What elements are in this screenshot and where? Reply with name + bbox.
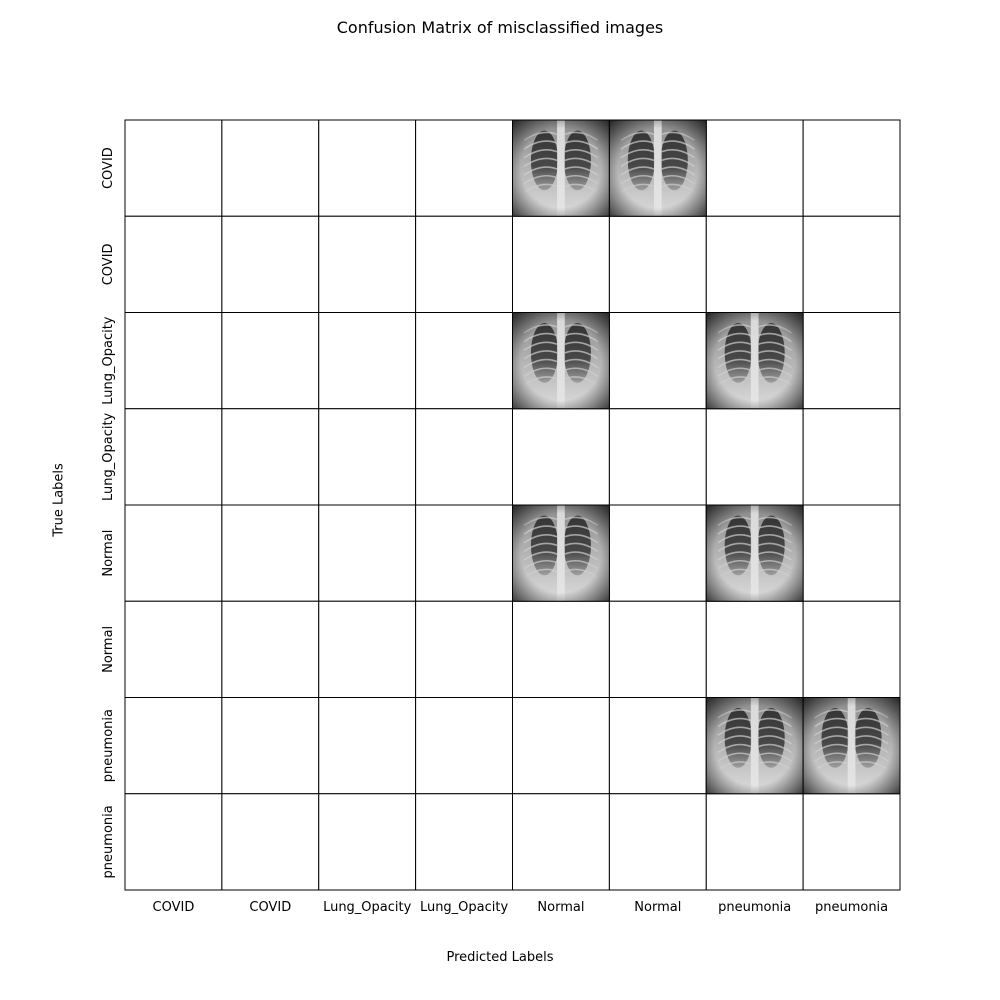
xray-image-thumbnail	[802, 697, 901, 795]
matrix-cell	[608, 408, 707, 506]
xray-image-thumbnail	[705, 697, 804, 795]
matrix-cell	[705, 793, 804, 891]
matrix-cell	[415, 408, 513, 506]
chart-title: Confusion Matrix of misclassified images	[336, 18, 664, 37]
matrix-cell	[802, 600, 901, 698]
y-tick-label: Lung_Opacity	[101, 412, 116, 501]
matrix-cell	[318, 119, 417, 217]
x-tick-label: Normal	[634, 900, 681, 915]
matrix-cell	[415, 600, 513, 698]
y-tick-label: Normal	[101, 626, 116, 673]
matrix-cell	[608, 793, 707, 891]
matrix-cell	[608, 600, 707, 698]
xray-image-thumbnail	[512, 504, 610, 602]
matrix-cell	[802, 793, 901, 891]
matrix-cell	[512, 600, 610, 698]
matrix-cell	[318, 504, 417, 602]
matrix-cell	[221, 793, 320, 891]
matrix-cell	[512, 793, 610, 891]
matrix-cell	[124, 504, 223, 602]
matrix-cell	[608, 312, 707, 410]
matrix-cell	[802, 312, 901, 410]
matrix-cell	[415, 215, 513, 313]
matrix-cell	[124, 793, 223, 891]
matrix-cell	[705, 600, 804, 698]
matrix-cell	[318, 600, 417, 698]
matrix-cell	[318, 408, 417, 506]
y-tick-label: COVID	[101, 243, 116, 285]
x-tick-label: pneumonia	[815, 900, 888, 915]
y-axis-label: True Labels	[51, 463, 67, 537]
matrix-cell	[415, 119, 513, 217]
matrix-cell	[415, 504, 513, 602]
matrix-cell	[415, 793, 513, 891]
x-tick-label: Lung_Opacity	[420, 900, 509, 915]
y-tick-label: Normal	[101, 530, 116, 577]
matrix-cell	[802, 504, 901, 602]
matrix-cell	[802, 408, 901, 506]
matrix-cell	[512, 215, 610, 313]
matrix-cell	[318, 215, 417, 313]
x-tick-label: COVID	[153, 900, 195, 915]
matrix-cell	[415, 312, 513, 410]
matrix-cell	[124, 600, 223, 698]
matrix-cell	[705, 215, 804, 313]
matrix-cell	[221, 408, 320, 506]
matrix-cell	[705, 408, 804, 506]
matrix-cell	[512, 697, 610, 795]
xray-image-thumbnail	[608, 119, 707, 217]
matrix-cell	[608, 504, 707, 602]
y-tick-label: pneumonia	[101, 709, 116, 782]
xray-image-thumbnail	[512, 119, 610, 217]
matrix-cell	[318, 312, 417, 410]
matrix-cell	[221, 697, 320, 795]
xray-image-thumbnail	[705, 312, 804, 410]
y-tick-label: Lung_Opacity	[101, 316, 116, 405]
x-axis-label: Predicted Labels	[446, 950, 554, 965]
matrix-cell	[802, 215, 901, 313]
matrix-cell	[221, 215, 320, 313]
xray-image-thumbnail	[512, 312, 610, 410]
matrix-cell	[705, 119, 804, 217]
x-tick-label: Normal	[537, 900, 584, 915]
matrix-cell	[221, 119, 320, 217]
y-tick-label: COVID	[101, 147, 116, 189]
matrix-cell	[124, 215, 223, 313]
matrix-cell	[608, 697, 707, 795]
x-tick-label: pneumonia	[718, 900, 791, 915]
x-tick-label: Lung_Opacity	[323, 900, 412, 915]
matrix-cell	[124, 697, 223, 795]
matrix-cell	[124, 119, 223, 217]
matrix-cell	[221, 504, 320, 602]
matrix-cell	[318, 793, 417, 891]
matrix-cell	[608, 215, 707, 313]
matrix-cell	[124, 408, 223, 506]
matrix-cell	[221, 312, 320, 410]
matrix-cell	[221, 600, 320, 698]
matrix-cell	[415, 697, 513, 795]
matrix-cell	[124, 312, 223, 410]
xray-image-thumbnail	[705, 504, 804, 602]
matrix-cell	[512, 408, 610, 506]
matrix-cell	[802, 119, 901, 217]
matrix-cell	[318, 697, 417, 795]
y-tick-label: pneumonia	[101, 805, 116, 878]
x-tick-label: COVID	[249, 900, 291, 915]
